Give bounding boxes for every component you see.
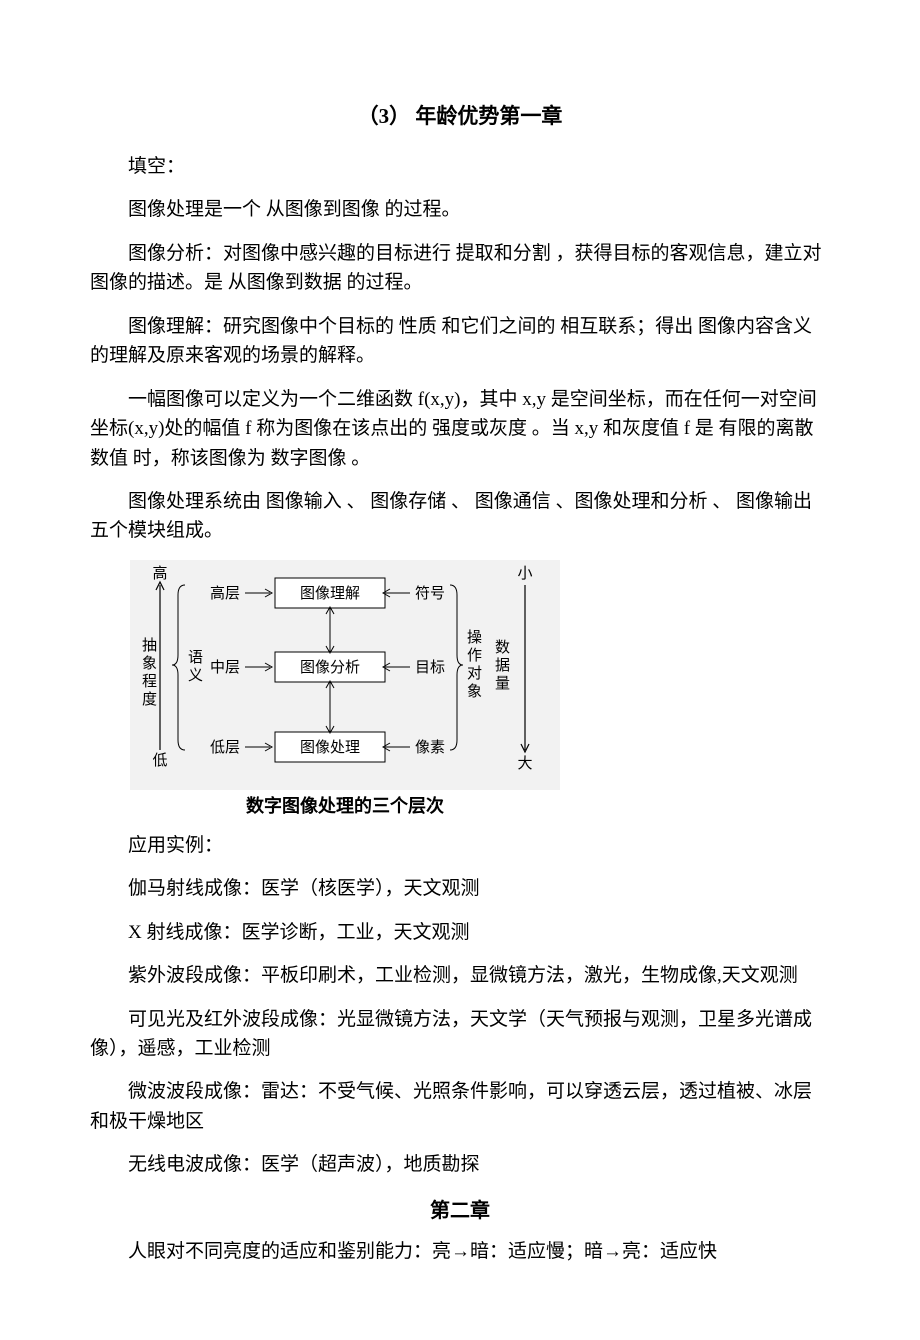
box-understand: 图像理解 [300, 585, 360, 602]
para-p3: 图像分析：对图像中感兴趣的目标进行 提取和分割 ，获得目标的客观信息，建立对图像… [90, 239, 830, 298]
para-p2: 图像处理是一个 从图像到图像 的过程。 [90, 195, 830, 224]
axis-left-top: 高 [152, 565, 167, 582]
para-p8: 伽马射线成像：医学（核医学），天文观测 [90, 874, 830, 903]
chapter2-title: 第二章 [90, 1194, 830, 1223]
svg-text:象: 象 [142, 655, 157, 672]
svg-text:数: 数 [495, 639, 510, 656]
box-analysis: 图像分析 [300, 659, 360, 676]
cat-target: 目标 [415, 659, 445, 676]
para-p9: X 射线成像：医学诊断，工业，天文观测 [90, 918, 830, 947]
svg-text:作: 作 [467, 647, 482, 664]
axis-right-bottom: 大 [517, 755, 532, 772]
diagram-three-levels: 高 低 抽 象 程 度 语 义 高层 中层 低层 图像理解 图像分 [130, 560, 830, 825]
cat-symbol: 符号 [415, 585, 445, 602]
para-p11: 可见光及红外波段成像：光显微镜方法，天文学（天气预报与观测，卫星多光谱成像），遥… [90, 1005, 830, 1064]
para-p4: 图像理解：研究图像中个目标的 性质 和它们之间的 相互联系；得出 图像内容含义 … [90, 312, 830, 371]
chapter-title: （3） 年龄优势第一章 [90, 100, 830, 130]
box-process: 图像处理 [300, 739, 360, 756]
level-low: 低层 [210, 739, 240, 756]
svg-text:操: 操 [467, 629, 482, 646]
svg-text:量: 量 [495, 676, 510, 692]
cat-pixel: 像素 [415, 739, 445, 756]
para-p7: 应用实例： [90, 831, 830, 860]
diagram-caption: 数字图像处理的三个层次 [246, 795, 444, 816]
svg-text:象: 象 [467, 683, 482, 700]
para-p10: 紫外波段成像：平板印刷术，工业检测，显微镜方法，激光，生物成像,天文观测 [90, 961, 830, 990]
axis-right-top: 小 [517, 565, 532, 582]
svg-text:程: 程 [142, 673, 157, 690]
level-mid: 中层 [210, 659, 240, 676]
para-p12: 微波波段成像：雷达：不受气候、光照条件影响，可以穿透云层，透过植被、冰层和极干燥… [90, 1077, 830, 1136]
bracket-left-1: 语 [188, 649, 203, 666]
para-p6: 图像处理系统由 图像输入 、 图像存储 、 图像通信 、图像处理和分析 、 图像… [90, 487, 830, 546]
axis-left-label-1: 抽 [142, 637, 157, 654]
para-p14: 人眼对不同亮度的适应和鉴别能力：亮→暗：适应慢；暗→亮：适应快 [90, 1237, 830, 1266]
para-p5: 一幅图像可以定义为一个二维函数 f(x,y)，其中 x,y 是空间坐标，而在任何… [90, 385, 830, 473]
level-high: 高层 [210, 585, 240, 602]
axis-left-bottom: 低 [152, 752, 167, 769]
svg-text:义: 义 [188, 667, 203, 684]
para-fill: 填空： [90, 152, 830, 181]
svg-text:对: 对 [467, 665, 482, 682]
svg-text:据: 据 [495, 657, 510, 674]
para-p13: 无线电波成像：医学（超声波），地质勘探 [90, 1150, 830, 1179]
svg-text:度: 度 [142, 691, 157, 708]
